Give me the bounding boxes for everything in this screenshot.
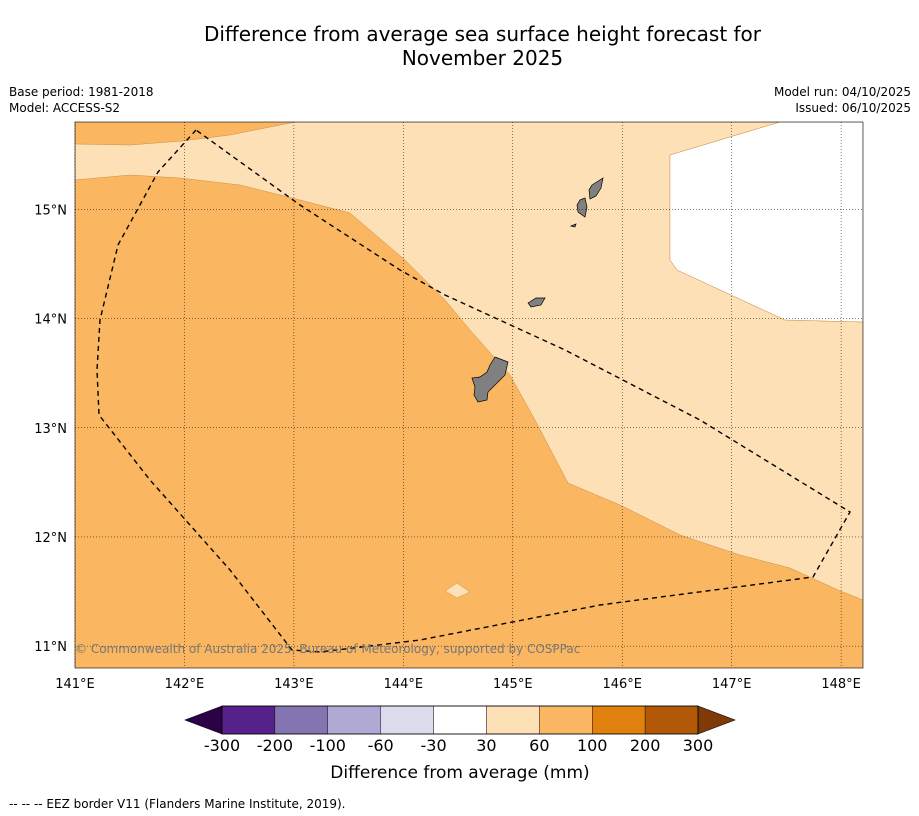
latitude-tick-label: 11°N [34,640,67,655]
land-mariana-islands [471,177,604,403]
map-figure: © Commonwealth of Australia 2025, Bureau… [34,121,864,783]
colorbar-band [486,705,540,735]
colorbar-band [380,705,434,735]
map-gridlines [74,122,863,668]
latitude-tick-label: 15°N [34,203,67,218]
anomaly-patch-30-60 [444,582,471,599]
island-saipan [588,177,604,200]
colorbar-tick-label: 300 [683,736,714,755]
colorbar-tick-label: -300 [204,736,240,755]
colorbar-tick-label: -100 [310,736,346,755]
chart-title: Difference from average sea surface heig… [100,22,865,70]
colorbar-tick-label: 200 [630,736,661,755]
colorbar-tick-label: -60 [368,736,394,755]
longitude-tick-label: 146°E [602,677,642,692]
island-guam [471,356,509,403]
longitude-tick-label: 148°E [821,677,861,692]
meta-left: Base period: 1981-2018 Model: ACCESS-S2 [9,84,154,116]
island-tinian [576,197,588,218]
island-aguijan [569,223,577,228]
colorbar-band [592,705,646,735]
colorbar-band [644,705,699,735]
colorbar-band [433,705,487,735]
colorbar-bands [221,705,699,735]
longitude-tick-label: 147°E [712,677,752,692]
model-text: Model: ACCESS-S2 [9,101,121,115]
colorbar-band [221,705,276,735]
latitude-tick-label: 14°N [34,313,67,328]
title-line-2: November 2025 [401,46,564,70]
colorbar-tick-label: 60 [529,736,549,755]
anomaly-band-30-60 [75,122,863,601]
model-run-text: Model run: 04/10/2025 [773,85,911,99]
meta-right: Model run: 04/10/2025 Issued: 06/10/2025 [774,84,911,116]
colorbar-tick-label: -30 [420,736,446,755]
colorbar-overflow-arrow [697,705,736,735]
longitude-tick-label: 143°E [274,677,314,692]
island-rota [527,297,546,308]
colorbar-tick-label: 30 [476,736,496,755]
colorbar-band [327,705,381,735]
eez-border [96,129,851,653]
colorbar-band [274,705,328,735]
anomaly-band-neutral [669,122,863,323]
title-line-1: Difference from average sea surface heig… [203,22,762,46]
colorbar-outline [221,705,699,735]
latitude-tick-label: 12°N [34,531,67,546]
longitude-tick-label: 144°E [384,677,424,692]
colorbar-tick-labels: -300 -200 -100 -60 -30 30 60 100 200 300 [204,736,713,755]
colorbar-underflow-arrow [184,705,223,735]
longitude-tick-label: 142°E [165,677,205,692]
colorbar-tick-label: 100 [577,736,608,755]
latitude-labels: 11°N 12°N 13°N 14°N 15°N [34,203,67,655]
base-period-text: Base period: 1981-2018 [9,85,154,99]
colorbar-label: Difference from average (mm) [330,763,589,783]
latitude-tick-label: 13°N [34,422,67,437]
longitude-labels: 141°E 142°E 143°E 144°E 145°E 146°E 147°E 148°E [55,677,861,692]
map-frame [74,121,864,669]
colorbar-tick-label: -200 [257,736,293,755]
longitude-tick-label: 141°E [55,677,95,692]
longitude-tick-label: 145°E [493,677,533,692]
eez-legend-note: -- -- -- EEZ border V11 (Flanders Marine… [9,797,346,811]
colorbar-band [539,705,593,735]
copyright-text: © Commonwealth of Australia 2025, Bureau… [75,642,580,656]
colorbar: -300 -200 -100 -60 -30 30 60 100 200 300 Differen… [184,705,736,783]
issued-text: Issued: 06/10/2025 [795,101,911,115]
